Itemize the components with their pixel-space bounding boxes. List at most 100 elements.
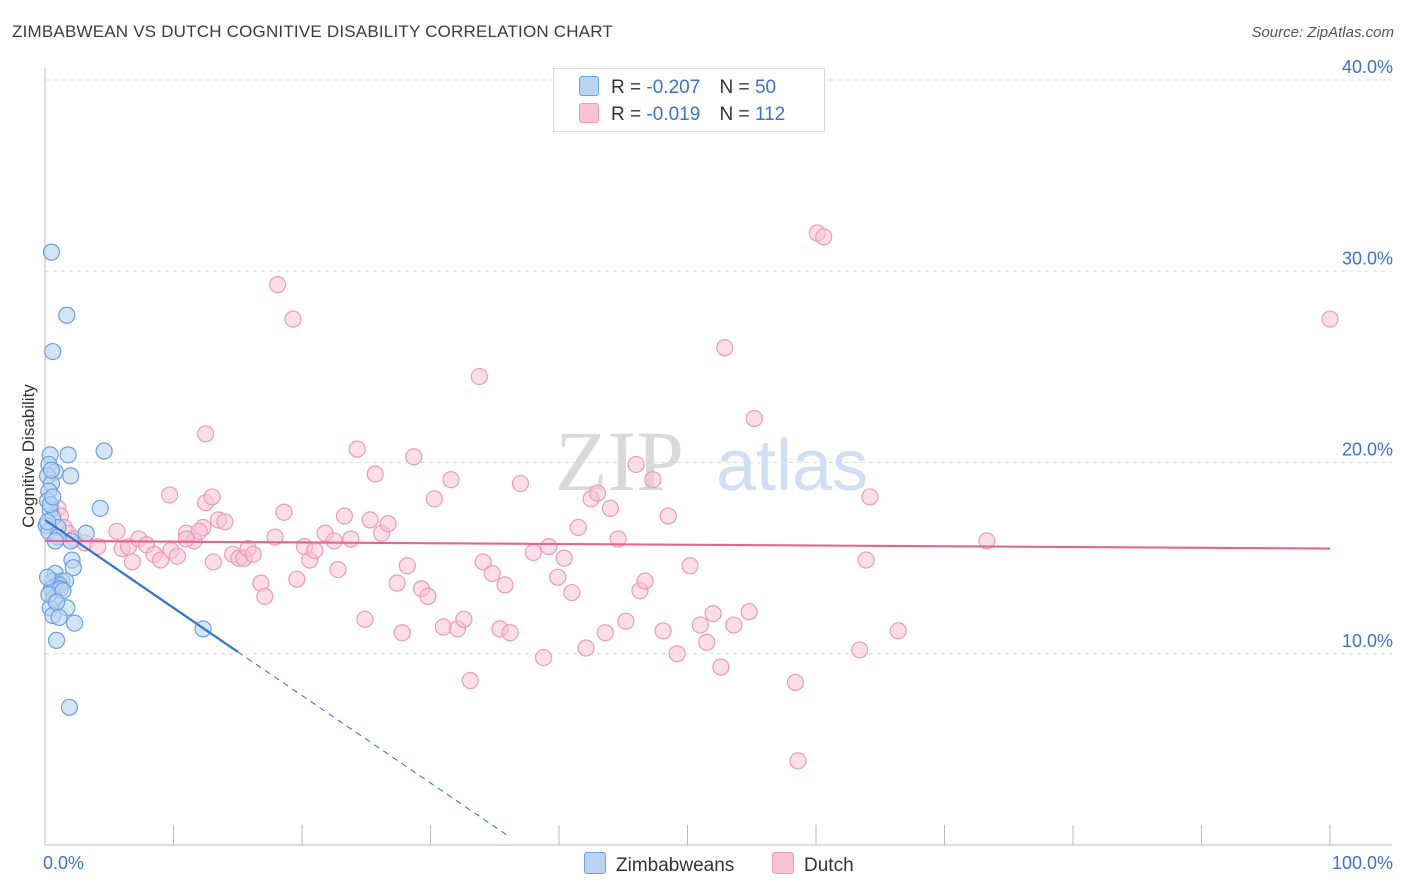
dutch-point — [534, 648, 553, 667]
dutch-point — [204, 553, 222, 571]
dutch-point — [190, 522, 208, 540]
dutch-point — [789, 752, 807, 770]
zimbabweans-point — [65, 614, 84, 632]
chart-title: ZIMBABWEAN VS DUTCH COGNITIVE DISABILITY… — [12, 22, 614, 41]
x-tick-label-min: 0.0% — [43, 853, 84, 873]
dutch-point — [569, 518, 587, 537]
dutch-point — [691, 616, 709, 634]
dutch-point — [712, 658, 730, 676]
dutch-point — [786, 673, 805, 692]
source-note: Source: ZipAtlas.com — [1251, 24, 1394, 41]
dutch-point — [203, 488, 221, 506]
legend-r-label: R = — [611, 77, 642, 98]
legend-n-label: N = — [719, 104, 750, 125]
dutch-point — [268, 276, 287, 294]
dutch-point — [698, 633, 716, 651]
y-tick-label-30: 30.0% — [1342, 248, 1393, 268]
zimbabweans-point — [58, 306, 76, 324]
series-zimbabweans-points — [37, 243, 212, 716]
dutch-point — [379, 515, 397, 533]
y-tick-labels: 10.0% 20.0% 30.0% 40.0% — [1342, 57, 1393, 651]
dutch-point — [434, 618, 452, 636]
dutch-point — [197, 425, 215, 443]
dutch-point — [716, 339, 734, 357]
dutch-point — [654, 622, 672, 640]
x-tick-label-max: 100.0% — [1332, 853, 1393, 873]
dutch-point — [636, 572, 654, 590]
dutch-point — [244, 545, 262, 563]
dutch-point — [329, 560, 347, 579]
dutch-point — [348, 440, 366, 458]
zimbabweans-point — [59, 446, 77, 464]
bottom-legend-swatch-blue — [584, 852, 606, 874]
zimbabweans-point — [64, 559, 82, 577]
bottom-legend-swatch-pink — [772, 852, 794, 874]
legend-r-label: R = — [611, 104, 642, 125]
dutch-point — [889, 622, 907, 640]
zimbabweans-point — [38, 568, 57, 586]
zimbabweans-point — [44, 488, 62, 506]
dutch-point — [540, 538, 558, 556]
dutch-point — [275, 503, 293, 521]
zimbabweans-point — [47, 631, 66, 649]
dutch-point — [306, 541, 324, 560]
watermark-atlas: atlas — [716, 426, 868, 506]
dutch-point — [361, 511, 379, 529]
dutch-point — [442, 471, 460, 489]
dutch-trend-line — [44, 539, 1331, 550]
dutch-point — [405, 448, 423, 466]
y-tick-label-40: 40.0% — [1342, 57, 1393, 77]
legend-r-value: -0.207 — [646, 77, 701, 98]
dutch-point — [617, 612, 635, 630]
dutch-point — [740, 603, 758, 621]
dutch-point — [461, 671, 479, 690]
dutch-point — [644, 471, 662, 489]
dutch-point — [745, 409, 763, 428]
legend-row-dutch: R = -0.019 N = 112 — [579, 103, 785, 125]
dutch-point — [168, 547, 186, 565]
dutch-point — [470, 367, 488, 386]
zimbabweans-point — [60, 698, 79, 716]
dutch-point — [549, 568, 567, 586]
dutch-point — [609, 530, 627, 548]
dutch-point — [511, 474, 530, 493]
trend-lines — [44, 518, 1331, 836]
zimbabweans-point — [50, 608, 68, 627]
dutch-point — [284, 310, 302, 328]
zimbabweans-point — [91, 499, 109, 517]
dutch-point — [419, 587, 437, 605]
bottom-legend-dutch: Dutch — [772, 852, 854, 877]
dutch-point — [577, 639, 595, 657]
zimbabweans-point — [44, 342, 62, 361]
dutch-point — [266, 528, 284, 546]
legend-n-value: 50 — [754, 77, 777, 98]
dutch-point — [161, 486, 179, 504]
dutch-point — [366, 465, 384, 483]
y-tick-label-20: 20.0% — [1342, 440, 1393, 460]
dutch-point — [563, 583, 581, 602]
legend-r-value: -0.019 — [646, 104, 701, 125]
dutch-point — [978, 532, 996, 550]
watermark: ZIP atlas — [555, 413, 868, 509]
series-dutch-points — [49, 224, 1339, 770]
dutch-point — [335, 507, 354, 525]
correlation-legend: R = -0.207 N = 50 R = -0.019 N = 112 — [553, 68, 825, 132]
bottom-legend-label: Dutch — [804, 855, 854, 876]
dutch-point — [524, 543, 542, 561]
bottom-legend-zimbabweans: Zimbabweans — [584, 852, 734, 877]
watermark-zip: ZIP — [555, 413, 684, 509]
x-tick-labels: 0.0% 100.0% — [43, 853, 1393, 873]
zimbabweans-point — [42, 461, 61, 479]
dutch-point — [555, 549, 573, 567]
zimbabweans-point — [42, 243, 61, 261]
dutch-point — [596, 624, 614, 642]
dutch-point — [483, 564, 501, 583]
dutch-point — [455, 610, 473, 628]
dutch-point — [861, 488, 879, 506]
dutch-point — [398, 557, 416, 575]
dutch-point — [659, 507, 677, 525]
dutch-point — [725, 616, 743, 634]
dutch-point — [1321, 310, 1339, 328]
grid-lines — [45, 79, 1392, 655]
